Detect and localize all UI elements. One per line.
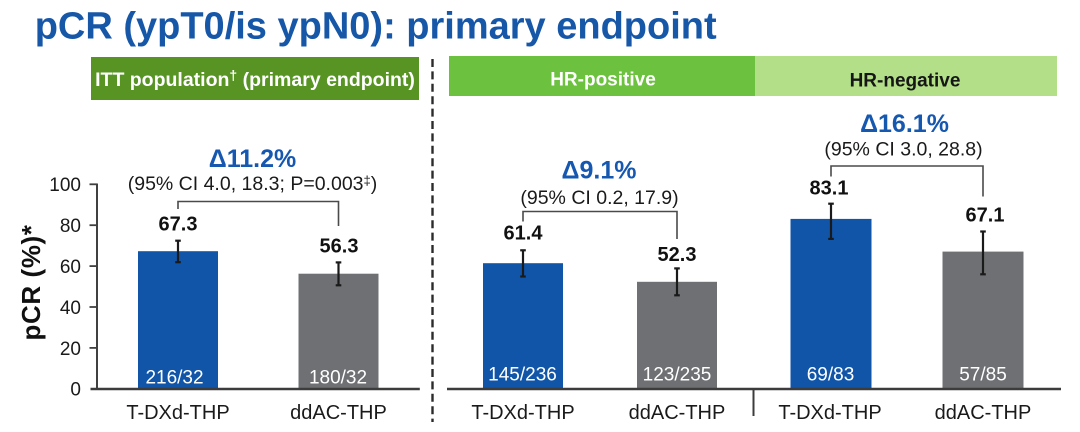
svg-text:Δ9.1%: Δ9.1% xyxy=(562,156,637,184)
svg-text:56.3: 56.3 xyxy=(320,236,359,258)
svg-text:57/85: 57/85 xyxy=(959,365,1007,386)
svg-text:pCR (%)*: pCR (%)* xyxy=(16,224,46,340)
svg-text:pCR (ypT0/is ypN0): primary en: pCR (ypT0/is ypN0): primary endpoint xyxy=(35,6,717,48)
svg-text:67.3: 67.3 xyxy=(159,214,198,236)
svg-text:52.3: 52.3 xyxy=(658,244,697,266)
svg-text:216/32: 216/32 xyxy=(145,368,203,389)
svg-text:100: 100 xyxy=(49,175,81,196)
svg-text:60: 60 xyxy=(60,257,81,278)
svg-text:HR-negative: HR-negative xyxy=(850,70,961,91)
svg-text:61.4: 61.4 xyxy=(504,223,544,245)
svg-text:ddAC-THP: ddAC-THP xyxy=(935,402,1032,424)
svg-text:T-DXd-THP: T-DXd-THP xyxy=(126,402,229,424)
svg-text:T-DXd-THP: T-DXd-THP xyxy=(778,402,881,424)
svg-text:145/236: 145/236 xyxy=(488,365,557,386)
svg-text:123/235: 123/235 xyxy=(643,365,712,386)
svg-text:ddAC-THP: ddAC-THP xyxy=(290,402,387,424)
svg-text:(95% CI 3.0, 28.8): (95% CI 3.0, 28.8) xyxy=(824,139,982,161)
svg-text:180/32: 180/32 xyxy=(309,368,367,389)
svg-text:67.1: 67.1 xyxy=(966,205,1005,227)
svg-text:HR-positive: HR-positive xyxy=(550,70,656,91)
svg-text:T-DXd-THP: T-DXd-THP xyxy=(471,402,574,424)
svg-text:Δ16.1%: Δ16.1% xyxy=(860,110,949,138)
svg-text:(95% CI 0.2, 17.9): (95% CI 0.2, 17.9) xyxy=(520,187,678,209)
svg-text:(95% CI 4.0, 18.3; P=0.003‡): (95% CI 4.0, 18.3; P=0.003‡) xyxy=(128,173,378,195)
svg-text:80: 80 xyxy=(60,216,81,237)
svg-text:Δ11.2%: Δ11.2% xyxy=(209,145,296,173)
svg-text:0: 0 xyxy=(70,380,81,401)
svg-text:20: 20 xyxy=(60,339,81,360)
svg-text:83.1: 83.1 xyxy=(810,178,849,200)
svg-text:ITT population† (primary endpo: ITT population† (primary endpoint) xyxy=(95,67,415,91)
svg-text:69/83: 69/83 xyxy=(807,365,855,386)
svg-text:ddAC-THP: ddAC-THP xyxy=(629,402,726,424)
svg-text:40: 40 xyxy=(60,298,81,319)
